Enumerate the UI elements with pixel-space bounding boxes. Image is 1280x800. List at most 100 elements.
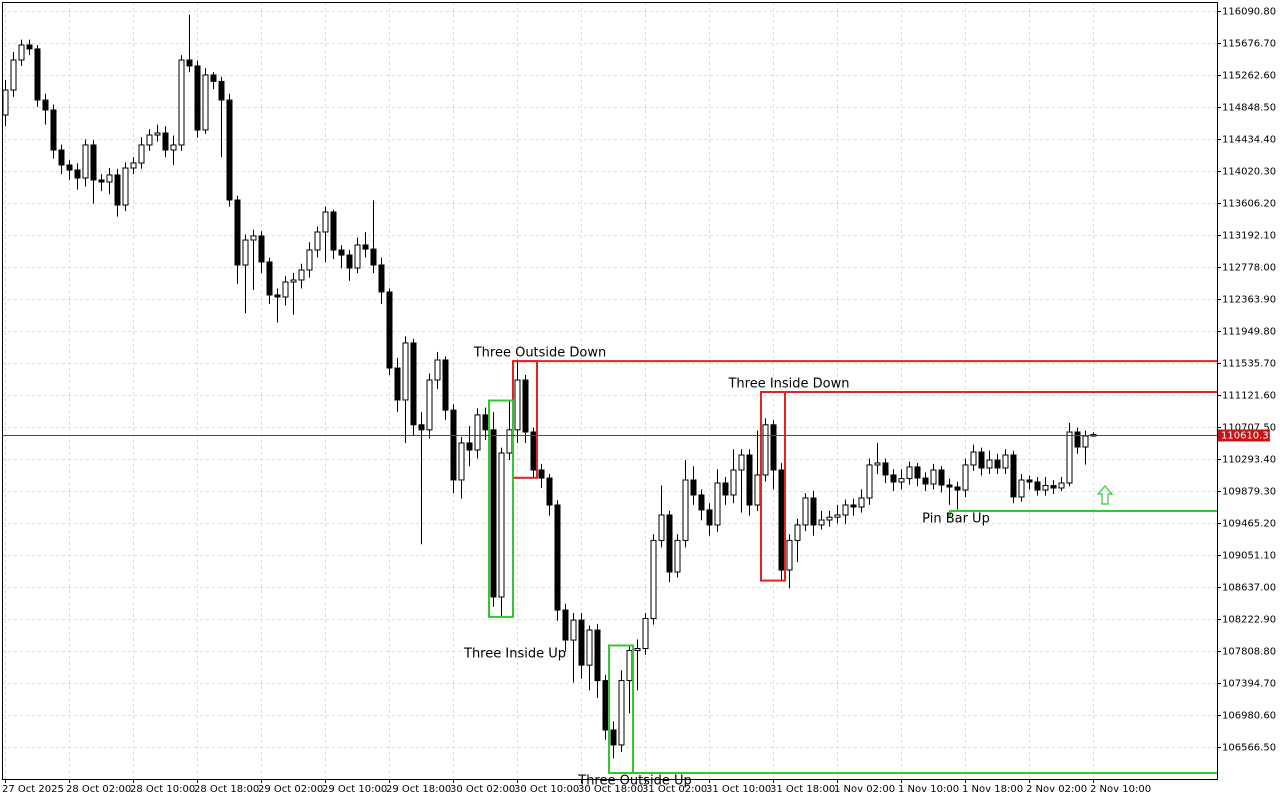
y-tick-label: 111949.80 <box>1222 327 1276 338</box>
candle-body <box>258 235 265 263</box>
candle-body <box>178 59 185 146</box>
candle-body <box>618 680 625 746</box>
y-tick-label: 114020.30 <box>1222 167 1276 178</box>
current-price-box <box>1218 429 1270 442</box>
candle-body <box>842 504 849 516</box>
candle-body <box>730 469 737 496</box>
candle-body <box>754 474 761 506</box>
candle-body <box>314 231 321 251</box>
candle-body <box>210 74 217 82</box>
candle-body <box>306 249 313 271</box>
candle-body <box>482 414 489 431</box>
y-tick-label: 111535.70 <box>1222 359 1276 370</box>
y-tick-label: 114848.50 <box>1222 103 1276 114</box>
candle-body <box>690 479 697 496</box>
candle-body <box>706 509 713 526</box>
x-tick-label: 27 Oct 2025 <box>2 784 64 795</box>
y-tick-label: 106980.60 <box>1222 711 1276 722</box>
candle-body <box>242 239 249 266</box>
y-tick-label: 115676.70 <box>1222 39 1276 50</box>
candle-body <box>1042 485 1049 491</box>
x-tick-label: 31 Oct 02:00 <box>642 784 707 795</box>
candle-body <box>10 59 17 91</box>
candle-body <box>1082 435 1089 448</box>
candle-body <box>610 729 617 746</box>
candle-body <box>602 680 609 731</box>
x-tick-label: 1 Nov 18:00 <box>962 784 1023 795</box>
y-tick-label: 108222.90 <box>1222 615 1276 626</box>
candle-body <box>930 469 937 485</box>
pattern-label: Three Inside Up <box>463 647 566 662</box>
candle-body <box>962 464 969 491</box>
candle-body <box>866 464 873 499</box>
candle-body <box>858 497 865 508</box>
candle-body <box>298 269 305 281</box>
candle-body <box>714 482 721 526</box>
candle-body <box>666 514 673 573</box>
candle-body <box>994 459 1001 469</box>
candle-body <box>226 99 233 201</box>
candle-body <box>722 482 729 496</box>
x-tick-label: 30 Oct 18:00 <box>578 784 643 795</box>
x-tick-label: 29 Oct 10:00 <box>322 784 387 795</box>
candle-body <box>770 424 777 471</box>
candle-body <box>978 451 985 469</box>
candle-body <box>234 199 241 266</box>
candle-body <box>634 648 641 652</box>
candle-body <box>138 144 145 164</box>
x-tick-label: 28 Oct 02:00 <box>66 784 131 795</box>
pattern-label: Three Inside Down <box>727 377 849 392</box>
y-tick-label: 109879.30 <box>1222 487 1276 498</box>
candle-body <box>954 486 961 491</box>
candle-body <box>354 244 361 269</box>
candle-body <box>746 454 753 506</box>
candle-body <box>530 431 537 471</box>
x-tick-label: 1 Nov 02:00 <box>834 784 895 795</box>
candle-body <box>834 514 841 518</box>
x-tick-label: 1 Nov 10:00 <box>898 784 959 795</box>
candle-body <box>570 619 577 641</box>
x-tick-label: 31 Oct 18:00 <box>770 784 835 795</box>
candle-body <box>434 359 441 381</box>
candle-body <box>906 466 913 480</box>
candle-body <box>106 174 113 183</box>
candle-body <box>370 248 377 266</box>
candle-body <box>490 429 497 598</box>
pattern-box <box>488 399 514 618</box>
candle-body <box>810 497 817 526</box>
candle-body <box>394 367 401 401</box>
candle-body <box>410 342 417 426</box>
candle-body <box>594 629 601 682</box>
candle-body <box>850 504 857 508</box>
candle-body <box>2 89 9 116</box>
x-tick-label: 29 Oct 02:00 <box>258 784 323 795</box>
candle-body <box>938 469 945 486</box>
y-tick-label: 110293.40 <box>1222 455 1276 466</box>
candle-body <box>578 619 585 666</box>
candle-body <box>1050 485 1057 489</box>
y-tick-label: 112778.00 <box>1222 263 1276 274</box>
y-tick-label: 115262.60 <box>1222 71 1276 82</box>
y-tick-label: 108637.00 <box>1222 583 1276 594</box>
candle-body <box>338 249 345 256</box>
candle-body <box>546 477 553 506</box>
candle-body <box>90 144 97 181</box>
plot-border <box>2 2 1218 780</box>
y-tick-label: 116090.80 <box>1222 7 1276 18</box>
candle-body <box>794 524 801 541</box>
candle-body <box>330 211 337 251</box>
x-tick-label: 2 Nov 10:00 <box>1090 784 1151 795</box>
candle-body <box>218 80 225 101</box>
candle-body <box>914 466 921 479</box>
candle-body <box>66 164 73 171</box>
y-tick-label: 110707.50 <box>1222 423 1276 434</box>
buy-arrow-icon <box>1096 485 1114 505</box>
candle-body <box>346 254 353 269</box>
candle-body <box>266 261 273 296</box>
candle-body <box>426 379 433 431</box>
candle-body <box>786 539 793 571</box>
x-tick-label: 2 Nov 02:00 <box>1026 784 1087 795</box>
candle-body <box>194 65 201 131</box>
